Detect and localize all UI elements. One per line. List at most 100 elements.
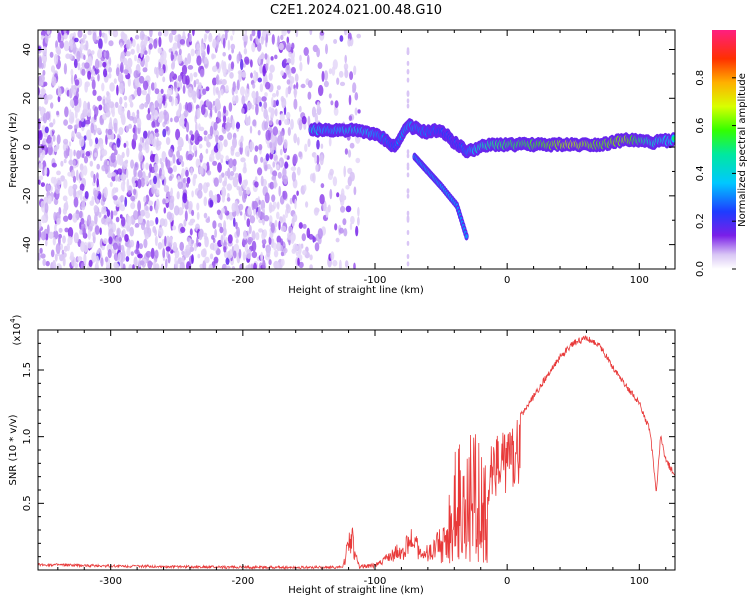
noise-speckle: [94, 58, 100, 70]
noise-speckle: [155, 189, 160, 196]
noise-speckle: [330, 100, 334, 106]
noise-speckle: [339, 193, 346, 202]
noise-speckle: [163, 109, 167, 116]
noise-speckle: [64, 106, 69, 118]
noise-speckle: [155, 217, 159, 225]
noise-speckle: [235, 238, 239, 244]
snr-scale-factor: (x104): [9, 314, 23, 345]
noise-speckle: [51, 162, 57, 168]
chart-title: C2E1.2024.021.00.48.G10: [270, 3, 442, 18]
noise-speckle: [260, 199, 266, 211]
noise-speckle: [287, 30, 291, 34]
noise-speckle: [262, 65, 266, 77]
noise-speckle: [91, 68, 95, 77]
noise-speckle: [145, 211, 151, 219]
noise-speckle: [228, 54, 232, 61]
noise-speckle: [103, 186, 108, 199]
noise-speckle: [291, 42, 295, 50]
noise-speckle: [218, 154, 224, 160]
noise-speckle: [95, 255, 100, 265]
noise-speckle: [278, 42, 284, 51]
noise-speckle: [203, 236, 209, 241]
noise-speckle: [251, 240, 257, 252]
noise-speckle: [181, 160, 185, 168]
noise-speckle: [115, 187, 119, 193]
noise-speckle: [221, 263, 227, 269]
noise-speckle: [38, 59, 42, 69]
noise-speckle: [132, 132, 138, 141]
noise-speckle: [121, 151, 125, 159]
noise-speckle: [270, 107, 275, 119]
noise-speckle: [109, 82, 115, 92]
noise-speckle: [44, 202, 49, 214]
noise-speckle: [56, 170, 61, 176]
noise-speckle: [129, 239, 135, 248]
noise-speckle: [38, 137, 41, 147]
noise-speckle: [120, 181, 125, 192]
noise-speckle: [96, 95, 102, 102]
noise-speckle: [261, 231, 266, 240]
noise-speckle: [91, 79, 96, 90]
noise-speckle: [128, 95, 133, 104]
noise-speckle: [102, 98, 106, 106]
noise-speckle: [264, 192, 270, 204]
noise-speckle: [200, 248, 207, 258]
noise-speckle: [273, 178, 277, 189]
noise-speckle: [222, 115, 227, 123]
noise-speckle: [212, 160, 218, 166]
noise-speckle: [240, 86, 245, 96]
noise-speckle: [68, 141, 72, 147]
noise-speckle: [260, 36, 264, 45]
noise-speckle: [46, 30, 51, 35]
noise-speckle: [296, 166, 301, 176]
noise-speckle: [145, 206, 149, 211]
noise-speckle: [197, 242, 202, 247]
noise-speckle: [235, 151, 241, 157]
noise-speckle: [261, 105, 264, 112]
spectrogram-x-tick-label: -300: [99, 275, 122, 286]
noise-speckle: [217, 110, 222, 120]
noise-speckle: [133, 188, 137, 196]
noise-speckle: [130, 48, 135, 55]
noise-speckle: [406, 91, 410, 97]
noise-speckle: [344, 30, 347, 36]
noise-speckle: [314, 242, 320, 252]
noise-speckle: [165, 258, 168, 269]
noise-speckle: [174, 97, 178, 107]
noise-speckle: [216, 36, 220, 45]
noise-speckle: [406, 149, 410, 155]
noise-speckle: [231, 266, 236, 269]
noise-speckle: [206, 161, 210, 167]
noise-speckle: [283, 247, 288, 254]
noise-speckle: [239, 141, 243, 149]
noise-speckle: [69, 109, 72, 120]
noise-speckle: [62, 207, 67, 215]
noise-speckle: [242, 191, 247, 203]
noise-speckle: [163, 185, 170, 193]
noise-speckle: [232, 158, 237, 167]
noise-speckle: [304, 143, 308, 152]
noise-speckle: [157, 47, 162, 54]
noise-speckle: [198, 230, 203, 241]
noise-speckle: [215, 134, 219, 144]
noise-speckle: [311, 106, 317, 118]
noise-speckle: [197, 253, 201, 259]
noise-speckle: [288, 51, 293, 58]
noise-speckle: [183, 219, 187, 227]
noise-speckle: [339, 81, 346, 87]
noise-speckle: [319, 194, 325, 205]
noise-speckle: [160, 54, 164, 66]
noise-speckle: [265, 33, 269, 44]
noise-speckle: [209, 108, 213, 118]
noise-speckle: [208, 190, 213, 199]
noise-speckle: [99, 30, 102, 38]
noise-speckle: [40, 30, 46, 37]
noise-speckle: [40, 88, 46, 96]
noise-speckle: [93, 189, 99, 198]
noise-speckle: [200, 166, 204, 176]
noise-speckle: [242, 166, 247, 174]
noise-speckle: [93, 113, 97, 121]
noise-speckle: [208, 263, 214, 269]
noise-speckle: [250, 263, 254, 269]
noise-speckle: [192, 175, 196, 187]
